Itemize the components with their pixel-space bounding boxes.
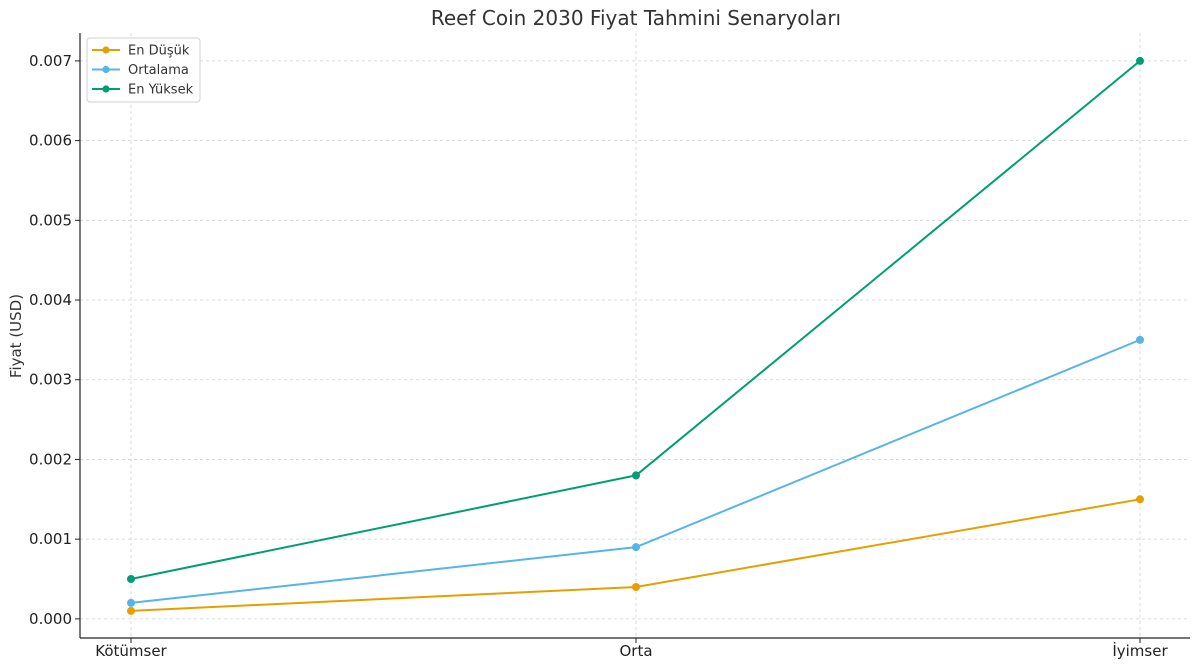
- data-point: [127, 606, 135, 615]
- y-tick-label: 0.007: [29, 52, 72, 70]
- data-point: [632, 471, 640, 480]
- legend-label: En Yüksek: [128, 83, 194, 98]
- legend-box: [86, 37, 201, 103]
- series-line: [130, 498, 1141, 612]
- legend-item: Ortalama: [92, 63, 189, 78]
- data-point: [1136, 56, 1144, 65]
- data-point: [127, 575, 135, 584]
- x-tick-label: Kötümser: [95, 642, 167, 660]
- chart-title: Reef Coin 2030 Fiyat Tahmini Senaryoları: [431, 6, 841, 30]
- y-tick-label: 0.003: [29, 371, 72, 389]
- y-tick-label: 0.001: [29, 530, 72, 548]
- y-tick-label: 0.004: [29, 291, 72, 309]
- y-tick-label: 0.002: [29, 450, 72, 468]
- y-ticks: 0.000 0.001 0.002 0.003 0.004 0.005 0.006 0.007: [29, 52, 80, 628]
- legend-item: En Yüksek: [92, 83, 194, 98]
- series: [127, 56, 1144, 615]
- x-ticks: Kötümser Orta İyimser: [95, 638, 1168, 660]
- axes: [79, 33, 1190, 639]
- y-axis-label: Fiyat (USD): [7, 294, 25, 378]
- legend-marker: [102, 65, 110, 74]
- y-tick-label: 0.000: [29, 610, 72, 628]
- legend: En Düşük Ortalama En Yüksek: [86, 37, 201, 103]
- series-1: [127, 335, 1144, 607]
- grid: [80, 33, 1190, 638]
- data-point: [1136, 335, 1144, 344]
- legend-label: En Düşük: [128, 44, 190, 59]
- x-tick-label: Orta: [619, 642, 652, 660]
- data-point: [1136, 495, 1144, 504]
- legend-item: En Düşük: [92, 44, 190, 59]
- series-2: [127, 56, 1144, 584]
- legend-marker: [102, 85, 110, 93]
- y-tick-label: 0.006: [29, 132, 72, 150]
- data-point: [632, 543, 640, 552]
- legend-marker: [102, 46, 110, 54]
- legend-label: Ortalama: [128, 63, 189, 78]
- series-0: [127, 495, 1144, 615]
- x-tick-label: İyimser: [1112, 641, 1168, 660]
- series-line: [130, 60, 1141, 580]
- y-tick-label: 0.005: [29, 211, 72, 229]
- data-point: [127, 598, 135, 607]
- data-point: [632, 582, 640, 591]
